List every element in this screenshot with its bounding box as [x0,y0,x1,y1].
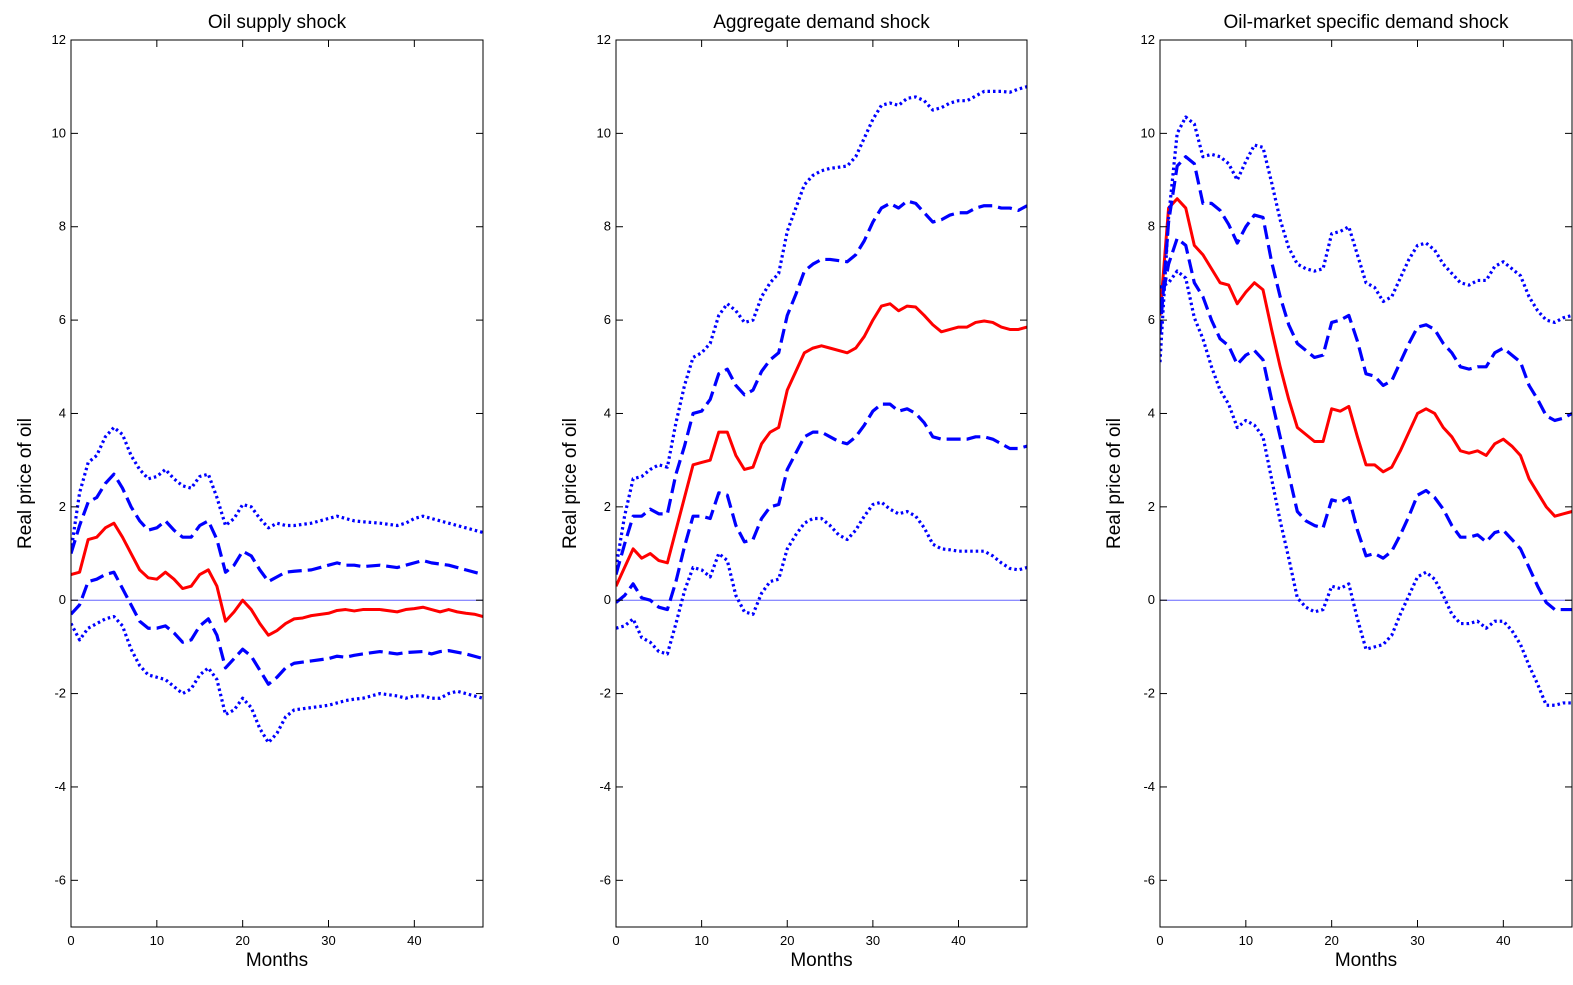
y-tick-label: 10 [1141,125,1155,140]
y-tick-label: 6 [59,312,66,327]
y-tick-label: 12 [1141,32,1155,47]
panel-3: 0 10 20 30 40 -6 -4 -2 0 2 4 6 8 10 12 Oil-market speci… [1104,12,1573,971]
y-axis-label: Real price of oil [1104,418,1125,549]
x-tick-label: 20 [1324,933,1338,948]
x-tick-label: 20 [780,933,794,948]
series-line-dotted-4 [71,425,483,552]
x-tick-label: 0 [67,933,74,948]
series-line-dashed-3 [1160,236,1572,612]
y-axis-label: Real price of oil [15,418,36,549]
x-tick-label: 10 [1239,933,1253,948]
x-tick-label: 20 [235,933,249,948]
series-group [1160,115,1572,707]
x-axis-label: Months [1335,950,1397,971]
series-line-dashed-3 [616,402,1027,612]
y-tick-label: -6 [1143,872,1155,887]
series-group [616,85,1027,656]
y-tick-label: 10 [597,125,611,140]
x-tick-label: 30 [321,933,335,948]
series-line-dotted-5 [616,500,1027,656]
x-tick-label: 40 [951,933,965,948]
y-tick-label: -4 [1143,779,1155,794]
x-tick-label: 30 [1410,933,1424,948]
y-tick-label: 12 [52,32,66,47]
y-tick-label: 8 [1148,219,1155,234]
x-tick-label: 10 [150,933,164,948]
series-group [71,425,483,745]
y-tick-label: 8 [604,219,611,234]
x-axis-label: Months [790,950,852,971]
x-axis-label: Months [246,950,308,971]
series-line-dashed-2 [1160,155,1572,423]
axes-box [615,39,1028,928]
axes-box [70,39,484,928]
y-tick-label: 6 [1148,312,1155,327]
y-tick-label: -2 [599,686,611,701]
x-tick-label: 30 [866,933,880,948]
y-tick-label: -4 [54,779,66,794]
y-tick-label: -6 [599,872,611,887]
y-tick-label: 12 [597,32,611,47]
y-tick-label: 0 [604,592,611,607]
y-tick-label: -2 [54,686,66,701]
y-tick-label: 6 [604,312,611,327]
x-tick-label: 0 [1156,933,1163,948]
panel-2: 0 10 20 30 40 -6 -4 -2 0 2 4 6 8 10 12 Aggregate demand… [560,12,1028,971]
y-tick-label: 4 [1148,405,1155,420]
x-tick-label: 40 [1496,933,1510,948]
series-line-dashed-3 [71,570,483,686]
y-tick-label: 0 [59,592,66,607]
series-line-dashed-2 [616,199,1027,575]
y-tick-label: -6 [54,872,66,887]
y-tick-label: 4 [59,405,66,420]
y-tick-label: 0 [1148,592,1155,607]
y-tick-label: 10 [52,125,66,140]
panel-title: Oil-market specific demand shock [1223,12,1509,33]
x-tick-label: 40 [407,933,421,948]
axes-box [1159,39,1573,928]
series-line-dotted-4 [1160,115,1572,363]
y-tick-label: 8 [59,219,66,234]
series-line-dotted-5 [71,614,483,745]
x-tick-label: 10 [694,933,708,948]
y-tick-label: 2 [59,499,66,514]
series-line-dashed-2 [71,472,483,584]
series-line-dotted-4 [616,85,1027,568]
y-tick-label: 4 [604,405,611,420]
series-line-solid-1 [1160,197,1572,518]
panel-title: Aggregate demand shock [713,12,930,33]
y-tick-label: 2 [604,499,611,514]
panel-1: 0 10 20 30 40 -6 -4 -2 0 2 4 6 8 10 12 Oil supply shock… [15,12,484,971]
panel-title: Oil supply shock [208,12,347,33]
x-tick-label: 0 [612,933,619,948]
y-tick-label: 2 [1148,499,1155,514]
y-tick-label: -4 [599,779,611,794]
y-axis-label: Real price of oil [560,418,581,549]
series-line-solid-1 [616,302,1027,587]
series-line-solid-1 [71,521,483,637]
y-tick-label: -2 [1143,686,1155,701]
